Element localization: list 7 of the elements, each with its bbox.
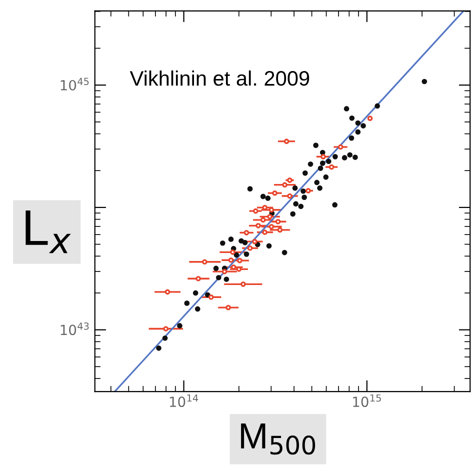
y-axis-title: L$_{x}$ (26, 210, 71, 254)
x-axis-title: M$_{500}$ (241, 424, 316, 455)
annotation: Vikhlinin et al. 2009 (130, 70, 310, 86)
x-tick-label: 10$^{15}$ (353, 394, 381, 408)
y-tick-label: 10$^{43}$ (60, 322, 89, 336)
y-tick-label: 10$^{45}$ (60, 78, 89, 90)
x-tick-label: 10$^{14}$ (170, 394, 198, 408)
